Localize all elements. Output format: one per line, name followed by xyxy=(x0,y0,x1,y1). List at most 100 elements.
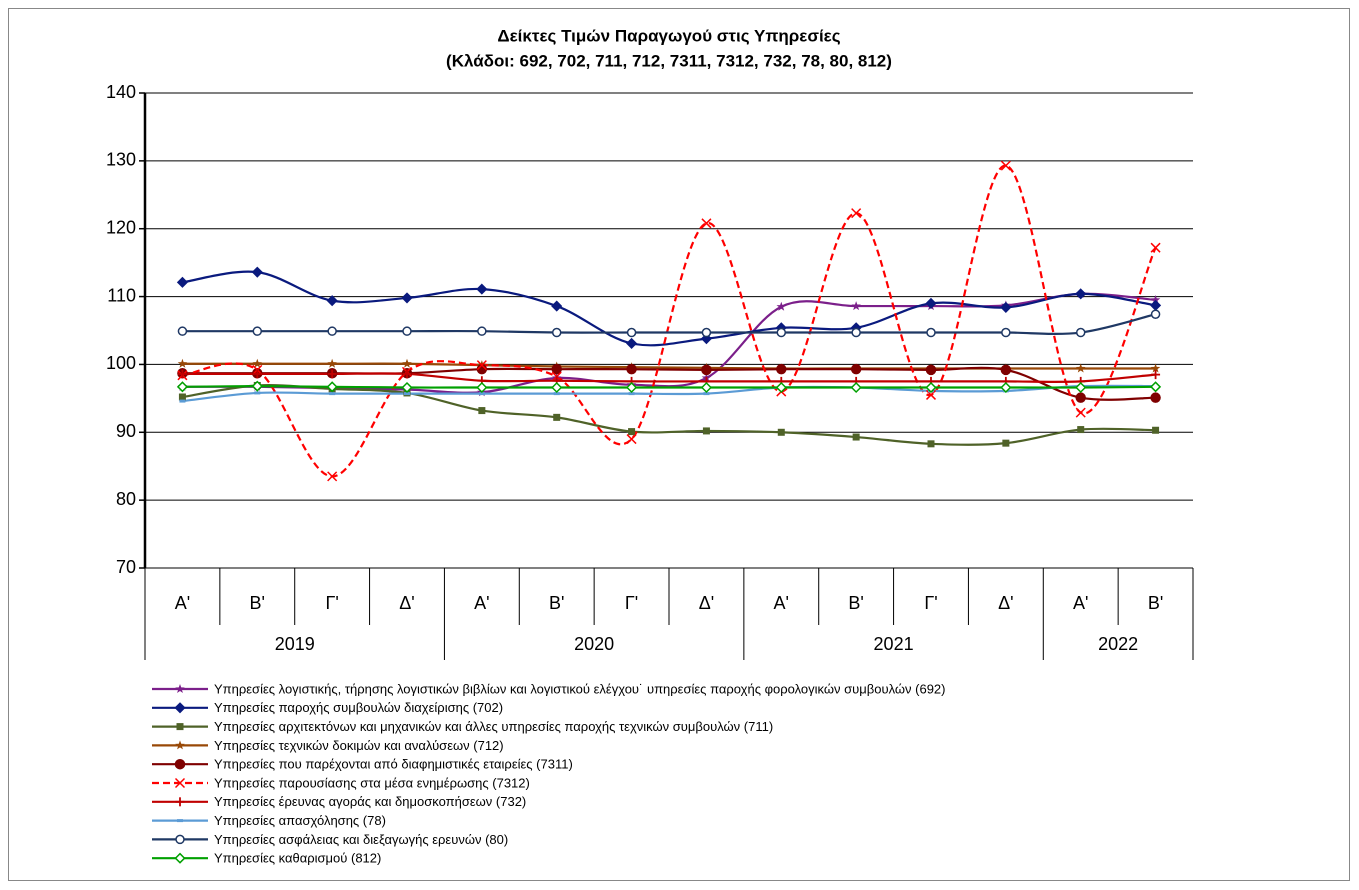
marker xyxy=(174,758,186,770)
legend-label: Υπηρεσίες παρουσίασης στα μέσα ενημέρωση… xyxy=(214,775,530,790)
marker xyxy=(628,428,636,436)
marker xyxy=(925,364,937,376)
marker xyxy=(1150,295,1161,304)
x-tick-label: Β' xyxy=(250,593,265,613)
marker xyxy=(925,381,937,394)
x-tick-label: Β' xyxy=(1148,593,1163,613)
y-tick-label: 90 xyxy=(116,421,136,441)
marker xyxy=(626,381,638,394)
marker xyxy=(1075,288,1087,300)
series-line xyxy=(182,372,1156,383)
marker xyxy=(1151,370,1161,380)
x-tick-label: Γ' xyxy=(625,593,638,613)
y-tick-label: 140 xyxy=(106,82,136,102)
series-line xyxy=(182,384,1156,446)
marker xyxy=(329,392,336,396)
marker xyxy=(402,369,412,379)
x-tick-label: Β' xyxy=(848,593,863,613)
marker xyxy=(553,413,561,421)
marker xyxy=(175,740,185,750)
marker xyxy=(1000,381,1012,394)
marker xyxy=(1076,363,1086,373)
legend-label: Υπηρεσίες καθαρισμού (812) xyxy=(214,851,381,866)
marker xyxy=(401,292,413,304)
marker xyxy=(701,218,712,229)
x-tick-label: Γ' xyxy=(924,593,937,613)
legend-label: Υπηρεσίες απασχόλησης (78) xyxy=(214,813,386,828)
marker xyxy=(174,777,186,789)
marker xyxy=(179,399,186,403)
marker xyxy=(1000,301,1012,313)
marker xyxy=(1002,439,1010,447)
marker xyxy=(850,381,862,394)
marker xyxy=(477,326,487,336)
legend-label: Υπηρεσίες που παρέχονται από διαφημιστικ… xyxy=(214,757,573,772)
marker xyxy=(626,337,638,349)
marker xyxy=(326,295,338,307)
marker xyxy=(1001,327,1011,338)
marker xyxy=(553,392,560,396)
x-tick-label: Δ' xyxy=(399,593,414,613)
x-tick-label: Δ' xyxy=(998,593,1013,613)
series-line xyxy=(182,164,1157,478)
legend-label: Υπηρεσίες παροχής συμβουλών διαχείρισης … xyxy=(214,700,503,715)
series-line xyxy=(182,384,1156,403)
legend-label: Υπηρεσίες ασφάλειας και διεξαγωγής ερευν… xyxy=(214,832,508,847)
marker xyxy=(925,297,937,309)
marker xyxy=(251,266,263,278)
marker xyxy=(404,392,410,396)
marker xyxy=(476,283,488,295)
marker xyxy=(1075,392,1086,403)
marker xyxy=(1152,426,1160,434)
y-tick-label: 110 xyxy=(107,285,136,305)
marker xyxy=(700,381,712,394)
marker xyxy=(701,364,712,376)
marker xyxy=(626,434,637,445)
x-group-label: 2020 xyxy=(574,634,614,654)
x-tick-label: Α' xyxy=(175,593,190,613)
marker xyxy=(626,327,637,338)
marker xyxy=(1075,381,1087,394)
marker xyxy=(1000,364,1012,376)
y-tick-label: 70 xyxy=(116,557,136,577)
marker xyxy=(776,301,786,311)
marker xyxy=(174,702,186,714)
marker xyxy=(327,358,337,368)
marker xyxy=(626,363,637,375)
marker xyxy=(851,208,862,219)
marker xyxy=(776,327,787,338)
marker xyxy=(327,369,337,379)
x-group-label: 2022 xyxy=(1098,634,1138,654)
x-tick-label: Α' xyxy=(474,593,489,613)
legend-label: Υπηρεσίες έρευνας αγοράς και δημοσκοπήσε… xyxy=(214,794,526,809)
marker xyxy=(252,358,262,368)
marker xyxy=(1075,407,1086,418)
marker xyxy=(850,363,862,375)
legend-label: Υπηρεσίες τεχνικών δοκιμών και αναλύσεων… xyxy=(214,738,504,753)
marker xyxy=(252,326,263,336)
marker xyxy=(551,300,563,312)
chart-border xyxy=(8,8,1350,881)
x-tick-label: Γ' xyxy=(325,593,338,613)
y-tick-label: 80 xyxy=(116,489,136,509)
marker xyxy=(551,363,562,375)
marker xyxy=(1150,242,1161,253)
marker xyxy=(175,684,185,693)
marker xyxy=(175,834,185,845)
marker xyxy=(176,276,188,288)
marker xyxy=(777,428,785,436)
marker xyxy=(1150,309,1161,319)
marker xyxy=(252,369,262,379)
marker xyxy=(476,360,487,371)
marker xyxy=(702,427,710,435)
legend-label: Υπηρεσίες αρχιτεκτόνων και μηχανικών και… xyxy=(214,719,773,734)
marker xyxy=(176,723,184,731)
marker xyxy=(703,392,710,396)
marker xyxy=(1077,426,1085,434)
marker xyxy=(551,381,563,394)
x-group-label: 2021 xyxy=(874,634,914,654)
marker xyxy=(1150,381,1162,393)
series-line xyxy=(182,385,1156,389)
marker xyxy=(402,358,412,368)
